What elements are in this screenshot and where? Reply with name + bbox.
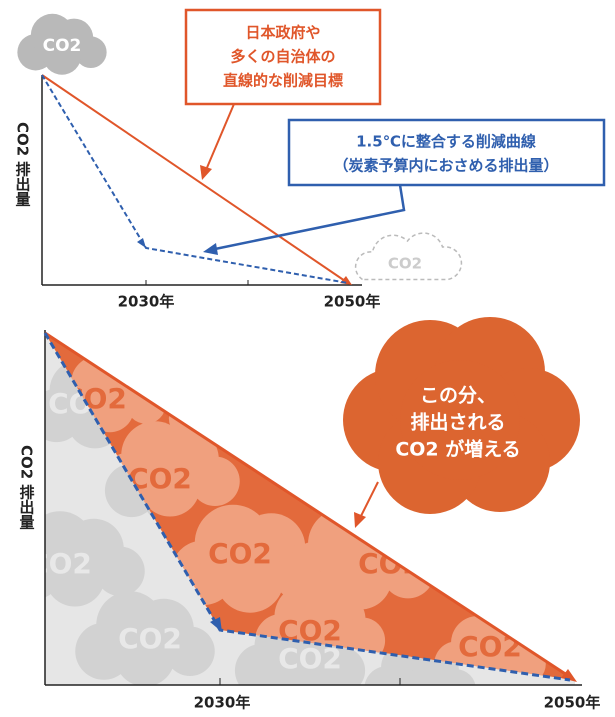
arrowhead [137,238,146,248]
cloud-label: CO2 [458,630,522,663]
cloud-puff [45,546,105,607]
cloud-puff [234,400,272,437]
cloud-puff [190,456,240,506]
straight-line [41,74,349,284]
cloud-puff [216,544,284,613]
cloud-label: CO2 [118,622,182,655]
x-label: 2050年 [324,293,381,311]
callout-text: 日本政府や [245,24,320,42]
arrowhead [200,165,212,180]
y-label: CO2 排出量 [18,445,36,530]
cloud-puff [184,374,234,424]
callout-arrow [214,184,406,251]
callout-text: 1.5℃に整合する削減曲線 [356,133,536,151]
x-label: 2030年 [118,293,175,311]
cloud-puff [211,379,256,424]
arrowhead [203,243,218,255]
cloud-puff [140,456,200,517]
cloud-label: CO2 [43,36,82,56]
cloud-label: CO2 [28,547,92,580]
callout-text: 多くの自治体の [230,48,335,66]
curve-callout-box [287,118,606,187]
cloud [354,232,463,281]
cloud [75,591,215,685]
straight-callout-box [184,8,382,106]
cloud-puff [165,626,215,676]
callout-text: 排出される [410,411,505,434]
cloud-puff [42,36,82,75]
cloud-puff [95,546,145,596]
x-label: 2030年 [194,694,251,712]
cloud [168,374,272,445]
callout-text: （炭素予算内におさめる排出量） [333,157,558,175]
gray-area [45,333,575,685]
cloud-puff [74,36,107,69]
cloud-label: CO2 [208,537,272,570]
top-clouds [17,13,463,281]
arrowhead [340,276,352,285]
cloud-label: CO2 [278,642,342,675]
cloud [45,511,145,607]
callout-cloud [343,317,580,514]
callout-text: 直線的な削減目標 [223,72,343,90]
callout-text: この分、 [420,385,496,407]
callout-arrow [205,103,235,171]
cloud-puff [115,626,175,685]
x-label: 2050年 [544,694,601,712]
y-label: CO2 排出量 [14,122,32,207]
cloud-puff [436,669,476,685]
cloud-puff [396,669,444,685]
straight-line [44,331,571,679]
cloud [100,421,240,517]
cloud [17,13,107,75]
end-cloud-label: CO2 [388,255,422,273]
callout-text: CO2 が増える [395,438,520,461]
cloud-puff [318,647,366,685]
cloud-puff [400,360,520,480]
arrowhead [354,512,366,528]
callout-arrow [359,481,379,519]
cloud-outline [354,232,463,281]
arrowhead [210,617,222,632]
cloud-puff [272,647,328,685]
